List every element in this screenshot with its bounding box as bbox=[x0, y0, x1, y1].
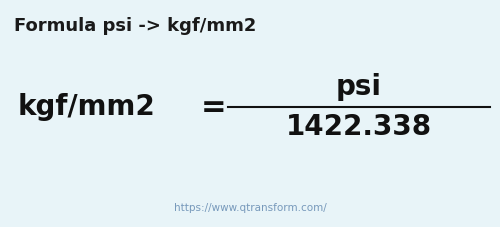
Text: https://www.qtransform.com/: https://www.qtransform.com/ bbox=[174, 203, 326, 213]
Text: kgf/mm2: kgf/mm2 bbox=[18, 93, 156, 121]
Text: =: = bbox=[201, 92, 227, 121]
Text: psi: psi bbox=[336, 73, 382, 101]
Text: 1422.338: 1422.338 bbox=[286, 113, 432, 141]
Text: Formula psi -> kgf/mm2: Formula psi -> kgf/mm2 bbox=[14, 17, 256, 35]
